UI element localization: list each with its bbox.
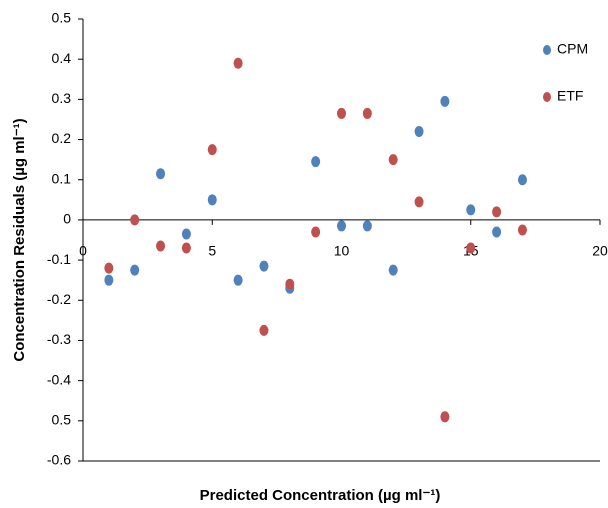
x-axis-title: Predicted Concentration (µg ml⁻¹) (200, 487, 441, 504)
point (440, 95, 450, 107)
y-tick-label: -0.4 (47, 371, 71, 387)
point (207, 194, 217, 206)
point (414, 196, 424, 208)
x-tick-label: 10 (334, 243, 350, 259)
point (311, 156, 321, 168)
point (517, 174, 527, 186)
point (337, 220, 346, 232)
y-tick-label: 0 (63, 211, 71, 227)
y-tick-label: -0.3 (47, 331, 71, 347)
point (285, 278, 295, 290)
x-tick-label: 20 (592, 243, 608, 259)
point (337, 107, 346, 119)
point (130, 264, 140, 276)
point (259, 260, 269, 272)
point (492, 206, 502, 218)
y-tick-label: -0.6 (47, 452, 71, 468)
point (492, 226, 502, 238)
point (233, 274, 243, 286)
point (233, 57, 243, 69)
y-tick-label: 0.5 (52, 412, 72, 428)
point (104, 262, 114, 274)
point (156, 168, 166, 180)
legend-label: CPM (557, 41, 588, 57)
y-tick-label: -0.1 (47, 251, 71, 267)
point (104, 274, 114, 286)
point (388, 154, 398, 166)
point (181, 242, 191, 254)
point (130, 214, 140, 226)
point (466, 204, 476, 216)
point (259, 324, 269, 336)
y-tick-label: 0.5 (52, 10, 72, 26)
y-tick-label: 0.3 (52, 90, 72, 106)
x-tick-label: 0 (79, 243, 87, 259)
point (311, 226, 321, 238)
x-tick-label: 5 (208, 243, 216, 259)
legend-marker (543, 45, 551, 55)
legend-marker (543, 92, 551, 102)
point (388, 264, 398, 276)
y-tick-label: -0.2 (47, 291, 71, 307)
point (181, 228, 191, 240)
point (466, 242, 476, 254)
y-tick-label: 0.1 (52, 170, 72, 186)
point (517, 224, 527, 236)
point (207, 144, 217, 156)
point (440, 411, 450, 423)
y-tick-label: 0.2 (52, 130, 72, 146)
point (362, 220, 372, 232)
legend-label: ETF (557, 88, 583, 104)
point (156, 240, 166, 252)
point (362, 107, 372, 119)
point (414, 126, 424, 138)
y-tick-label: 0.4 (52, 50, 72, 66)
y-axis-title: Concentration Residuals (µg ml⁻¹) (11, 118, 28, 361)
